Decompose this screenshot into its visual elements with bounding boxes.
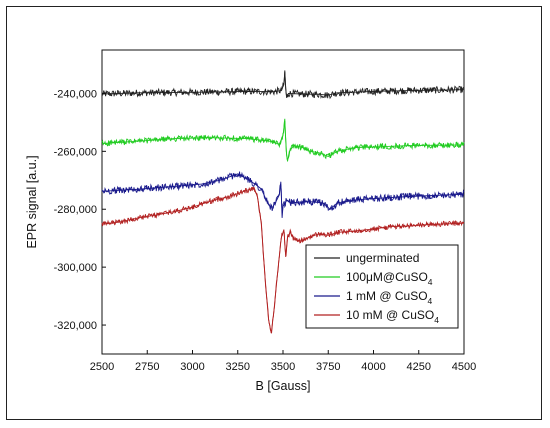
- series-line-0: [101, 70, 465, 100]
- y-axis-title: EPR signal [a.u.]: [25, 155, 39, 248]
- legend-entry: 10 mM @ CuSO4: [346, 308, 439, 325]
- y-tick-label: -260,000: [54, 146, 97, 158]
- x-tick-label: 3000: [180, 361, 204, 373]
- y-axis: -240,000 -260,000 -280,000 -300,000 -320,000: [54, 88, 106, 332]
- x-tick-label: 4000: [361, 361, 385, 373]
- x-tick-label: 3500: [271, 361, 295, 373]
- series-features-0: [101, 71, 465, 98]
- legend-label: ungerminated: [346, 251, 419, 265]
- legend-label-subscript: 4: [428, 277, 433, 287]
- y-tick-label: -240,000: [54, 88, 97, 100]
- x-axis: 2500 2750 3000 3250 3500 3750 4000 4250 4500: [90, 350, 476, 373]
- series-features-2: [101, 173, 465, 218]
- legend-entry: 1 mM @ CuSO4: [346, 289, 433, 306]
- legend-entry: ungerminated: [346, 251, 419, 265]
- series-layer: [101, 70, 465, 334]
- x-tick-label: 2750: [135, 361, 159, 373]
- x-tick-label: 3250: [226, 361, 250, 373]
- series-line-2: [101, 171, 465, 213]
- series-line-1: [101, 118, 465, 160]
- x-tick-label: 3750: [316, 361, 340, 373]
- x-axis-title: B [Gauss]: [256, 379, 311, 393]
- y-tick-label: -320,000: [54, 320, 97, 332]
- y-tick-label: -300,000: [54, 262, 97, 274]
- series-features-3: [101, 186, 465, 334]
- x-tick-label: 4250: [407, 361, 431, 373]
- series-features-1: [101, 120, 465, 162]
- legend-entry: 100μM@CuSO4: [346, 270, 433, 287]
- legend-label-subscript: 4: [428, 296, 433, 306]
- legend-label: 1 mM @ CuSO: [346, 289, 428, 303]
- x-tick-label: 4500: [452, 361, 476, 373]
- legend-box: [305, 244, 459, 329]
- legend-label: 100μM@CuSO: [346, 270, 428, 284]
- figure-frame: [6, 6, 542, 420]
- legend-label-subscript: 4: [434, 315, 439, 325]
- legend-label: 10 mM @ CuSO: [346, 308, 434, 322]
- y-tick-label: -280,000: [54, 204, 97, 216]
- x-tick-label: 2500: [90, 361, 114, 373]
